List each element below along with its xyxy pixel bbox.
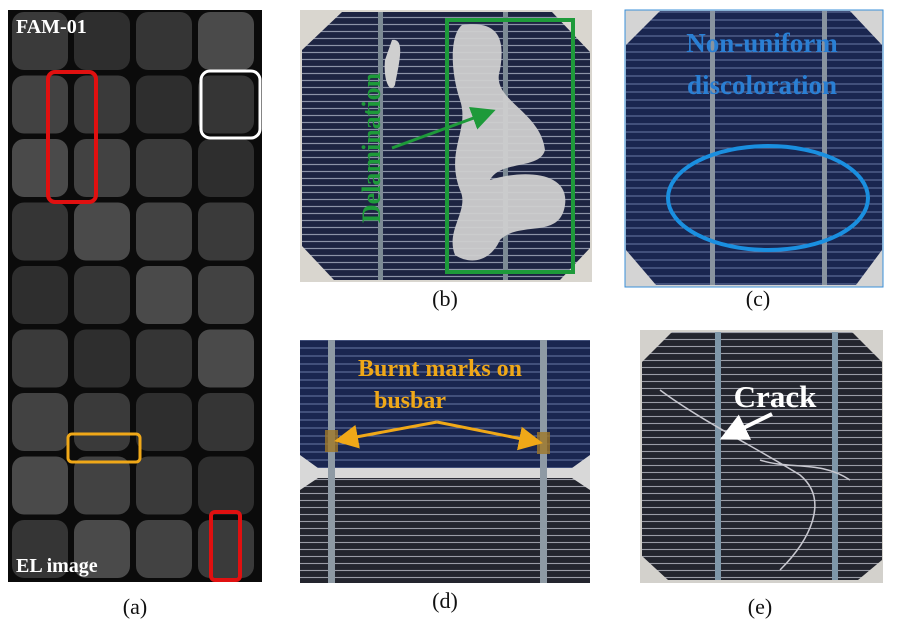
el-cell bbox=[74, 76, 130, 134]
el-cell bbox=[198, 12, 254, 70]
el-cell bbox=[74, 393, 130, 451]
panel-d: Burnt marks on busbar (d) bbox=[300, 340, 590, 613]
annotation: Delamination bbox=[357, 72, 386, 223]
el-cell bbox=[12, 76, 68, 134]
image-caption: EL image bbox=[16, 555, 98, 577]
busbar bbox=[832, 332, 838, 580]
panel-e: Crack (e) bbox=[640, 330, 883, 619]
el-cell bbox=[12, 139, 68, 197]
panel-label: (e) bbox=[748, 594, 772, 619]
el-cell bbox=[198, 203, 254, 261]
el-cell bbox=[74, 266, 130, 324]
figure: FAM-01 EL image (a) Delamination (b) Non… bbox=[0, 0, 903, 624]
el-cell bbox=[136, 139, 192, 197]
el-cell bbox=[12, 203, 68, 261]
el-cell bbox=[74, 330, 130, 388]
panel-label: (a) bbox=[123, 594, 147, 619]
annotation: Crack bbox=[734, 379, 817, 414]
annotation: Burnt marks on bbox=[358, 356, 522, 382]
module-id: FAM-01 bbox=[16, 16, 87, 38]
el-cell bbox=[136, 520, 192, 578]
el-cell bbox=[74, 139, 130, 197]
el-cell bbox=[136, 457, 192, 515]
el-cell bbox=[198, 393, 254, 451]
annotation: discoloration bbox=[687, 70, 837, 100]
burnt-mark bbox=[537, 432, 550, 454]
el-cell bbox=[198, 457, 254, 515]
el-cell bbox=[12, 266, 68, 324]
el-cell bbox=[74, 457, 130, 515]
el-cell bbox=[198, 330, 254, 388]
el-cell bbox=[12, 393, 68, 451]
panel-a: FAM-01 EL image (a) bbox=[8, 10, 262, 619]
el-cell bbox=[12, 330, 68, 388]
el-cell bbox=[136, 76, 192, 134]
busbar bbox=[540, 340, 547, 583]
busbar bbox=[328, 340, 335, 583]
el-cell bbox=[12, 457, 68, 515]
panel-label: (b) bbox=[432, 286, 458, 311]
annotation: busbar bbox=[374, 388, 446, 414]
el-cell bbox=[136, 12, 192, 70]
el-cell bbox=[74, 203, 130, 261]
el-cell bbox=[136, 393, 192, 451]
el-cell bbox=[198, 139, 254, 197]
panel-b: Delamination (b) bbox=[300, 10, 592, 311]
el-cell bbox=[198, 266, 254, 324]
el-cell bbox=[136, 266, 192, 324]
panel-label: (c) bbox=[746, 286, 770, 311]
busbar bbox=[715, 332, 721, 580]
annotation: Non-uniform bbox=[686, 28, 838, 58]
el-cell bbox=[198, 520, 254, 578]
solar-cell bbox=[642, 332, 882, 580]
el-cell bbox=[198, 76, 254, 134]
el-cell bbox=[136, 330, 192, 388]
page: {"panel_a": {"label": "(a)", "module_id"… bbox=[0, 0, 903, 624]
panel-label: (d) bbox=[432, 588, 458, 613]
el-cell bbox=[136, 203, 192, 261]
burnt-mark bbox=[325, 430, 338, 452]
panel-c: Non-uniform discoloration (c) bbox=[625, 10, 883, 311]
